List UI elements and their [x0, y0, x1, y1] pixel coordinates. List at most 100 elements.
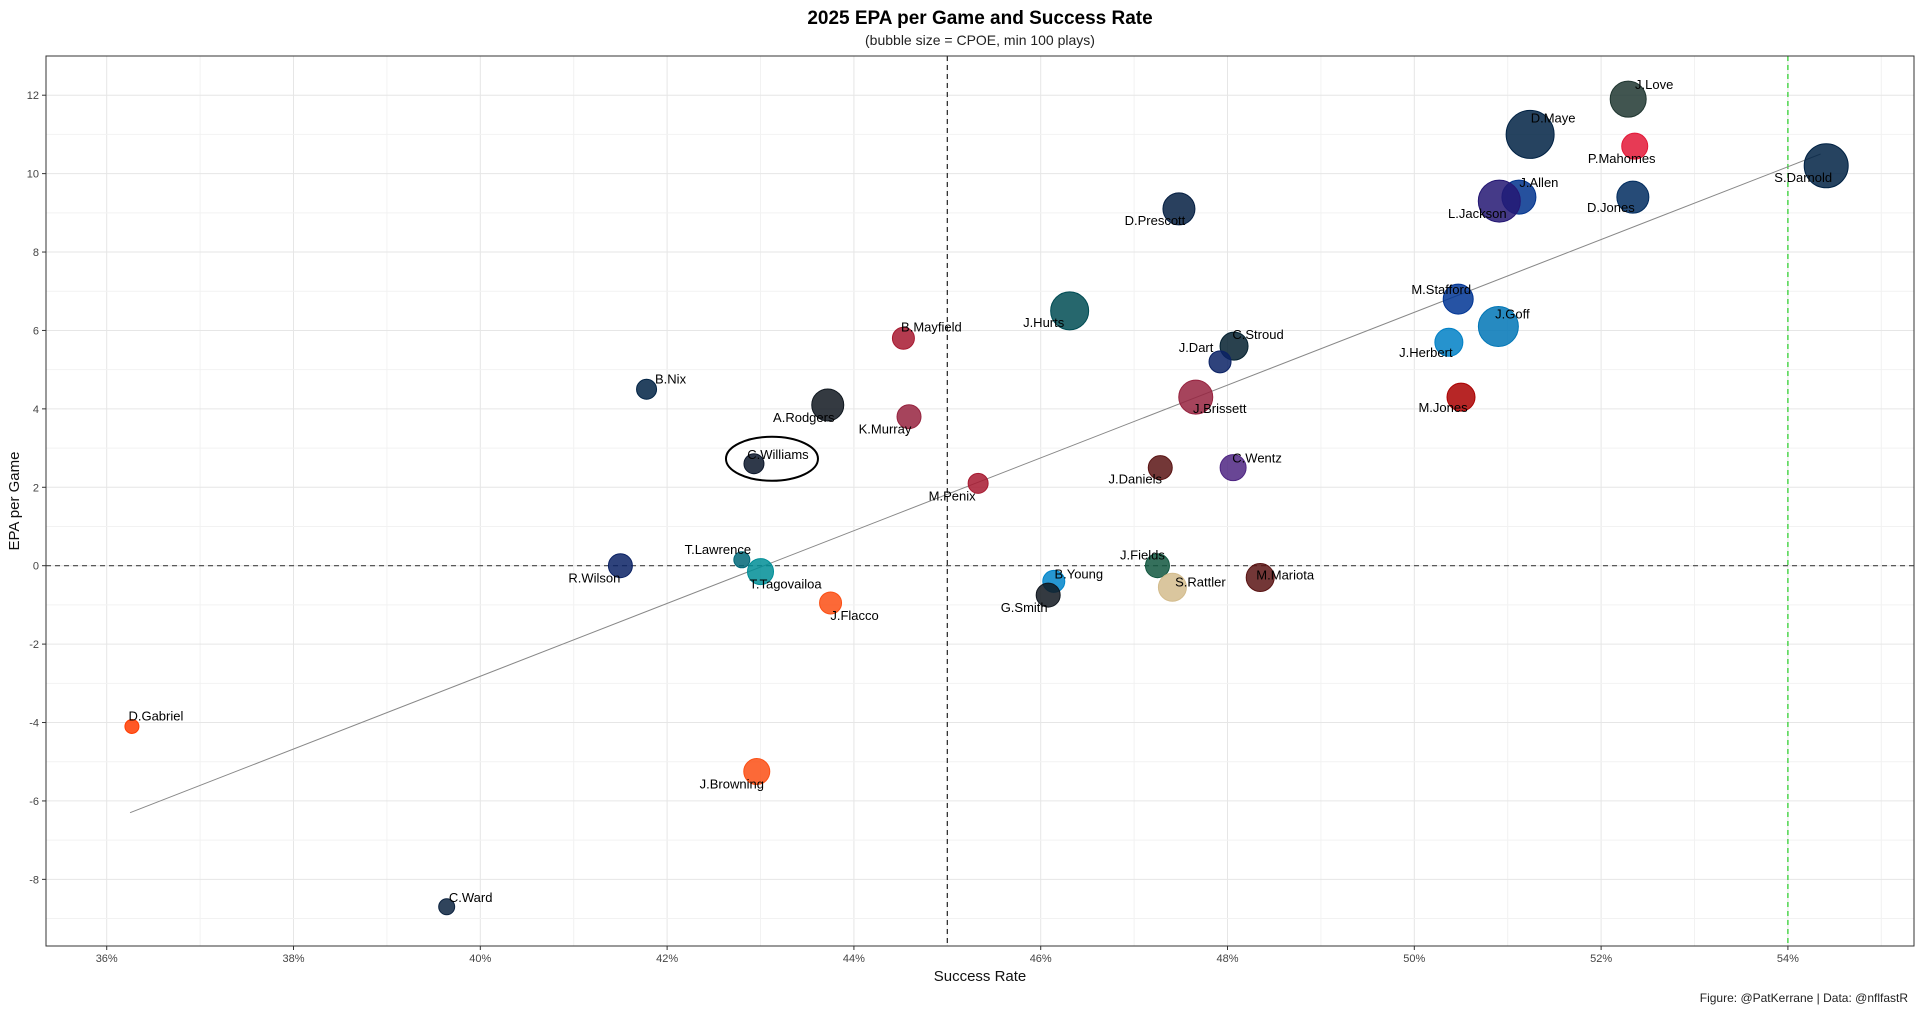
x-tick-label: 44% — [843, 953, 865, 965]
chart-title: 2025 EPA per Game and Success Rate — [807, 8, 1152, 29]
label-s-rattler: S.Rattler — [1175, 574, 1226, 589]
highlight-ellipse — [724, 435, 819, 482]
point-m-jones — [1446, 382, 1476, 412]
label-j-dart: J.Dart — [1179, 340, 1214, 355]
label-j-allen: J.Allen — [1519, 175, 1558, 190]
point-s-rattler — [1157, 572, 1187, 602]
point-m-mariota — [1245, 562, 1275, 592]
label-r-wilson: R.Wilson — [568, 571, 620, 586]
reference-lines — [46, 56, 1914, 946]
point-j-fields — [1144, 553, 1170, 579]
label-c-stroud: C.Stroud — [1232, 327, 1283, 342]
label-j-brissett: J.Brissett — [1193, 401, 1247, 416]
point-m-stafford — [1442, 283, 1474, 315]
x-axis-title: Success Rate — [934, 968, 1027, 985]
label-j-flacco: J.Flacco — [830, 608, 878, 623]
point-b-nix — [636, 378, 658, 400]
y-tick-label: -2 — [29, 639, 39, 651]
x-axis-ticks: 36% 38% 40% 42% 44% 46% 48% 50% 52% 54% — [96, 946, 1799, 965]
plot-panel-border — [45, 55, 1915, 947]
point-j-browning — [743, 758, 771, 786]
point-d-maye — [1505, 109, 1555, 159]
y-axis-ticks: -8 -6 -4 -2 0 2 4 6 8 10 12 — [27, 90, 46, 886]
x-tick-label: 50% — [1403, 953, 1425, 965]
point-k-murray — [896, 404, 922, 430]
highlight-group — [724, 435, 819, 482]
point-j-daniels — [1147, 455, 1173, 481]
label-j-love: J.Love — [1635, 77, 1673, 92]
y-tick-label: 12 — [27, 90, 39, 102]
point-j-flacco — [819, 591, 843, 615]
label-m-mariota: M.Mariota — [1256, 567, 1315, 582]
label-l-jackson: L.Jackson — [1448, 206, 1507, 221]
label-a-rodgers: A.Rodgers — [773, 410, 835, 425]
label-k-murray: K.Murray — [859, 422, 912, 437]
point-d-gabriel — [124, 718, 140, 734]
label-t-lawrence: T.Lawrence — [685, 542, 751, 557]
point-r-wilson — [607, 553, 633, 579]
label-c-williams: C.Williams — [747, 447, 809, 462]
label-j-browning: J.Browning — [700, 777, 764, 792]
point-s-darnold — [1803, 143, 1849, 189]
point-j-dart — [1208, 350, 1232, 374]
x-tick-label: 46% — [1030, 953, 1052, 965]
point-d-prescott — [1162, 192, 1196, 226]
x-tick-label: 38% — [282, 953, 304, 965]
label-b-nix: B.Nix — [655, 371, 687, 386]
point-j-hurts — [1050, 291, 1090, 331]
y-tick-label: -4 — [29, 718, 39, 730]
label-j-goff: J.Goff — [1495, 307, 1530, 322]
x-tick-label: 36% — [96, 953, 118, 965]
x-tick-label: 40% — [469, 953, 491, 965]
y-tick-label: 0 — [33, 561, 39, 573]
y-tick-label: 10 — [27, 169, 39, 181]
label-d-gabriel: D.Gabriel — [128, 708, 183, 723]
point-t-lawrence — [733, 551, 751, 569]
x-tick-label: 52% — [1590, 953, 1612, 965]
x-tick-label: 54% — [1777, 953, 1799, 965]
point-m-penix — [967, 472, 989, 494]
data-points — [124, 80, 1849, 916]
label-c-wentz: C.Wentz — [1232, 451, 1282, 466]
point-t-tagovailoa — [747, 558, 775, 586]
point-j-goff — [1477, 306, 1519, 348]
point-j-herbert — [1434, 327, 1464, 357]
point-b-mayfield — [891, 326, 915, 350]
label-d-maye: D.Maye — [1531, 110, 1576, 125]
label-b-mayfield: B.Mayfield — [901, 319, 962, 334]
x-tick-label: 42% — [656, 953, 678, 965]
y-axis-title: EPA per Game — [6, 452, 23, 551]
chart-caption: Figure: @PatKerrane | Data: @nflfastR — [1700, 991, 1909, 1005]
y-tick-label: -8 — [29, 874, 39, 886]
y-tick-label: 6 — [33, 325, 39, 337]
point-p-mahomes — [1621, 132, 1649, 160]
point-j-love — [1609, 80, 1647, 118]
x-tick-label: 48% — [1216, 953, 1238, 965]
label-m-jones: M.Jones — [1418, 400, 1468, 415]
point-labels: J.Love D.Maye P.Mahomes S.Darnold J.Allen L.J… — [128, 77, 1832, 905]
y-tick-label: -6 — [29, 796, 39, 808]
point-g-smith — [1035, 582, 1061, 608]
point-a-rodgers — [811, 388, 845, 422]
point-l-jackson — [1477, 179, 1521, 223]
label-b-young: B.Young — [1054, 566, 1103, 581]
label-c-ward: C.Ward — [449, 890, 493, 905]
point-j-brissett — [1178, 379, 1214, 415]
y-tick-label: 4 — [33, 404, 39, 416]
point-d-jones — [1616, 180, 1650, 214]
label-t-tagovailoa: T.Tagovailoa — [749, 577, 822, 592]
point-c-wentz — [1219, 454, 1247, 482]
label-j-daniels: J.Daniels — [1109, 472, 1163, 487]
label-d-jones: D.Jones — [1587, 200, 1635, 215]
point-c-ward — [438, 898, 456, 916]
label-p-mahomes: P.Mahomes — [1588, 151, 1656, 166]
label-j-hurts: J.Hurts — [1023, 315, 1065, 330]
chart-subtitle: (bubble size = CPOE, min 100 plays) — [865, 32, 1095, 48]
label-d-prescott: D.Prescott — [1125, 213, 1186, 228]
label-j-herbert: J.Herbert — [1399, 345, 1453, 360]
label-m-stafford: M.Stafford — [1411, 282, 1471, 297]
y-tick-label: 2 — [33, 482, 39, 494]
label-g-smith: G.Smith — [1001, 600, 1048, 615]
